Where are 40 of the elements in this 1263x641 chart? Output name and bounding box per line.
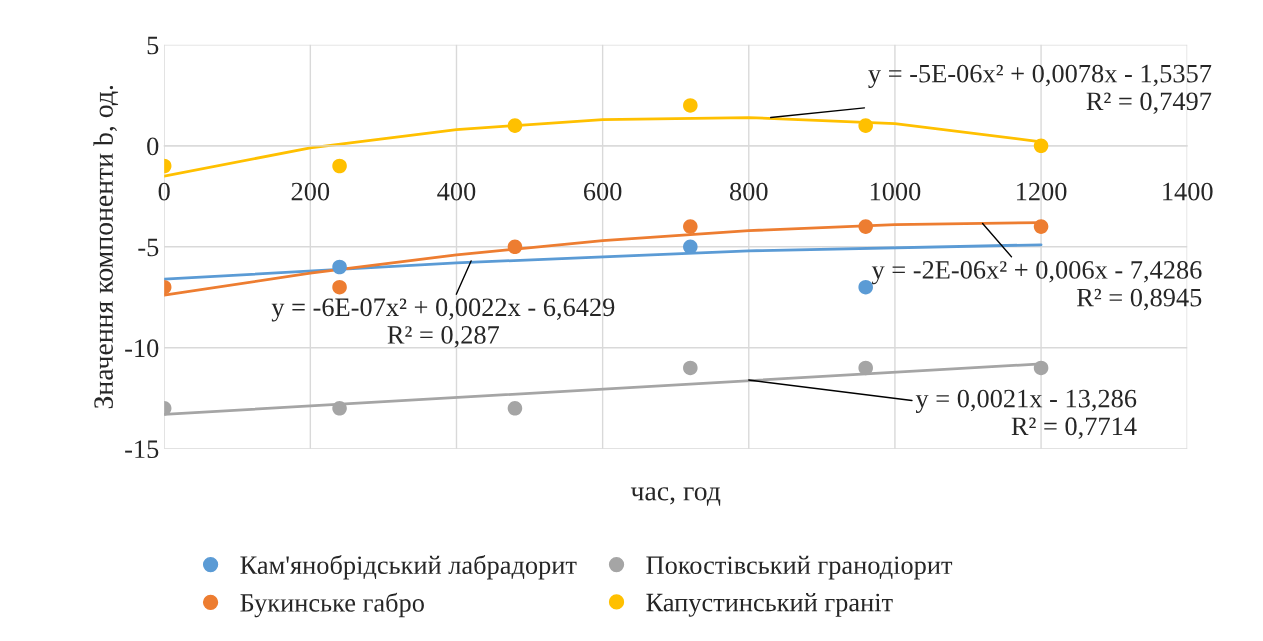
point bbox=[858, 279, 873, 295]
point bbox=[507, 118, 523, 133]
point bbox=[858, 118, 873, 133]
x-tick-label: 200 bbox=[291, 182, 330, 201]
y-axis-title: Значення компоненти b, од. bbox=[93, 85, 119, 409]
point bbox=[683, 219, 698, 234]
legend-label: Капустинський граніт bbox=[646, 593, 893, 617]
point bbox=[683, 98, 698, 113]
point bbox=[507, 239, 523, 255]
x-tick-label: 800 bbox=[729, 182, 768, 201]
y-tick-label: -5 bbox=[138, 238, 159, 257]
point bbox=[332, 158, 347, 174]
y-tick-label: 0 bbox=[147, 137, 159, 156]
annotation: y = 0,0021x - 13,286 R² = 0,7714 bbox=[915, 389, 1137, 439]
point bbox=[1033, 138, 1049, 154]
x-tick-label: 1000 bbox=[870, 182, 921, 201]
x-axis-title: час, год bbox=[630, 487, 721, 506]
x-tick-label: 600 bbox=[583, 182, 622, 201]
point bbox=[683, 360, 698, 376]
point bbox=[858, 360, 873, 376]
y-tick-label: -10 bbox=[125, 339, 159, 358]
x-tick-label: 1200 bbox=[1017, 182, 1067, 201]
point bbox=[1033, 360, 1049, 376]
point bbox=[1033, 219, 1049, 234]
annotation: y = -6E-07x² + 0,0022x - 6,6429 R² = 0,287 bbox=[271, 298, 615, 348]
annotation: y = -2E-06x² + 0,006x - 7,4286 R² = 0,8945 bbox=[871, 260, 1202, 311]
point bbox=[332, 259, 347, 275]
y-tick-label: 5 bbox=[147, 36, 159, 55]
annotation: y = -5E-06x² + 0,0078x - 1,5357 R² = 0,7497 bbox=[868, 64, 1212, 114]
point bbox=[858, 219, 873, 234]
legend-label: Букинське габро bbox=[240, 592, 424, 618]
point bbox=[507, 401, 523, 416]
point bbox=[683, 239, 698, 255]
x-tick-label: 400 bbox=[437, 182, 476, 201]
legend-label: Кам'янобрідський лабрадорит bbox=[240, 554, 577, 580]
legend-label: Покостівський гранодіорит bbox=[646, 555, 953, 580]
point bbox=[332, 279, 347, 295]
x-tick-label: 1400 bbox=[1163, 182, 1213, 201]
point bbox=[332, 401, 347, 416]
y-tick-label: -15 bbox=[125, 440, 159, 459]
